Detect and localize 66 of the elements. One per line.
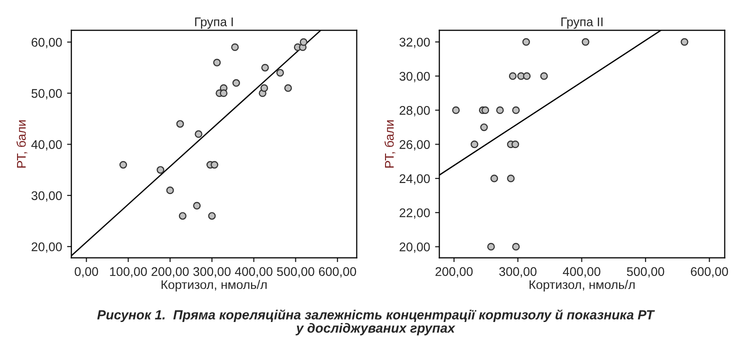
point <box>470 140 478 148</box>
point <box>284 84 292 92</box>
point <box>166 186 174 194</box>
y-tick-label: 26,00 <box>400 140 430 150</box>
point <box>208 212 216 220</box>
point <box>300 38 308 46</box>
point <box>220 89 228 98</box>
x-tick-label: 600,00 <box>318 267 356 278</box>
point <box>487 242 495 251</box>
y-axis-title: РТ, бали <box>384 120 396 168</box>
point <box>213 58 221 66</box>
x-tick-label: 500,00 <box>277 267 314 278</box>
point <box>522 38 530 46</box>
x-axis-title: Кортизол, нмоль/л <box>530 280 635 292</box>
point <box>507 174 515 182</box>
point <box>512 106 520 114</box>
point <box>522 72 531 80</box>
text: Рисунок 1. Пряма кореляційна залежність концентрації кортизолу й показника РТ у досліджуваних групах <box>97 309 655 336</box>
y-tick-label: 60,00 <box>32 38 62 48</box>
point <box>511 140 520 148</box>
point <box>119 160 128 169</box>
x-axis-title: Кортизол, нмоль/л <box>162 280 267 292</box>
x-tick-label: 600,00 <box>690 267 728 278</box>
point <box>512 242 520 251</box>
x-tick-label: 300,00 <box>193 267 231 278</box>
point <box>496 106 504 114</box>
x-tick-label: 200,00 <box>436 267 473 278</box>
point <box>480 123 488 132</box>
point <box>452 106 460 114</box>
point <box>680 38 688 46</box>
point <box>193 202 201 210</box>
y-tick-label: 50,00 <box>32 89 62 100</box>
chart-title: Група II <box>561 18 603 29</box>
chart-title: Група I <box>195 18 233 29</box>
x-tick-label: 400,00 <box>234 267 272 278</box>
x-tick-label: 200,00 <box>152 267 189 278</box>
point <box>481 106 490 114</box>
x-tick-label: 300,00 <box>499 267 536 278</box>
y-tick-label: 32,00 <box>400 38 430 48</box>
point <box>231 43 239 52</box>
point <box>276 68 284 77</box>
y-tick-label: 28,00 <box>400 106 430 116</box>
point <box>261 64 269 72</box>
y-axis-title: РТ, бали <box>16 120 28 168</box>
point <box>490 174 498 182</box>
x-tick-label: 0,00 <box>74 267 98 278</box>
y-tick-label: 24,00 <box>400 174 430 185</box>
point <box>210 160 218 169</box>
point <box>176 120 184 128</box>
point <box>178 212 186 220</box>
y-tick-label: 30,00 <box>32 191 62 202</box>
x-tick-label: 100,00 <box>110 267 147 278</box>
y-tick-label: 20,00 <box>400 242 430 253</box>
point <box>194 130 202 138</box>
x-tick-label: 400,00 <box>562 267 600 278</box>
point <box>508 72 517 80</box>
y-tick-label: 30,00 <box>400 72 430 82</box>
point <box>232 79 240 87</box>
point <box>582 38 590 46</box>
point <box>156 166 164 174</box>
point <box>260 84 268 92</box>
y-tick-label: 40,00 <box>31 140 62 150</box>
y-tick-label: 20,00 <box>32 242 62 253</box>
point <box>540 72 548 80</box>
y-tick-label: 22,00 <box>400 208 430 219</box>
x-tick-label: 500,00 <box>626 267 664 278</box>
